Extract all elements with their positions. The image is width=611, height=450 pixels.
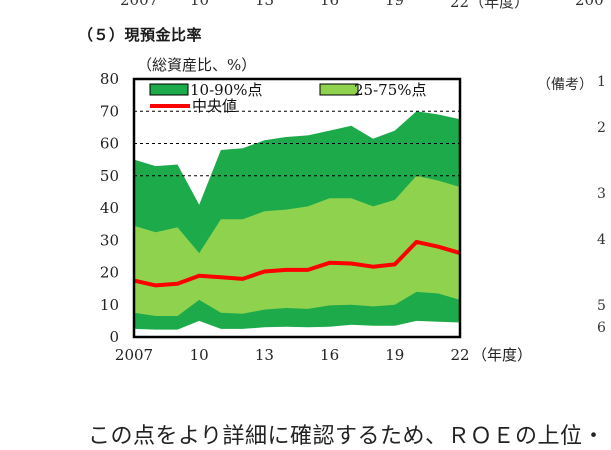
y-tick-label: 50: [100, 167, 119, 185]
y-tick-label: 10: [100, 296, 119, 314]
top-tick-label: 200: [575, 0, 604, 9]
body-text: この点をより詳細に確認するため、ＲＯＥの上位・: [88, 424, 606, 449]
gridlines-layer: [134, 110, 460, 177]
notes-label: （備考）: [537, 77, 593, 93]
note-number: 2: [597, 120, 606, 136]
legend-swatch-10-90: [149, 83, 189, 96]
plot-frame: [132, 77, 462, 339]
y-tick-label: 80: [100, 70, 119, 88]
top-tick-label: 22（年度）: [450, 0, 530, 11]
note-number: 4: [597, 232, 606, 248]
y-tick-label: 30: [100, 231, 119, 249]
x-tick-label: 22: [450, 346, 469, 364]
y-tick-label: 20: [100, 264, 119, 282]
legend-label-10-90: 10-90%点: [190, 81, 263, 99]
band-25-75: [134, 175, 460, 316]
note-number: 1: [597, 74, 606, 90]
x-tick-label: 2007: [115, 346, 153, 364]
median-line: [133, 239, 461, 288]
section-title: （５）現預金比率: [78, 26, 203, 44]
top-tick-label: 16: [320, 0, 340, 9]
note-number: 5: [597, 298, 606, 314]
top-tick-label: 19: [385, 0, 405, 9]
note-number: 3: [597, 186, 606, 202]
x-tick-label: 19: [385, 346, 404, 364]
y-tick-label: 40: [100, 199, 119, 217]
y-tick-label: 0: [109, 328, 119, 346]
bands-layer: [134, 111, 460, 330]
top-tick-label: 2007: [120, 0, 159, 9]
cropped-axis-strip: 2007 10 13 16 19 22（年度） 200: [0, 0, 611, 11]
x-tick-label: 13: [255, 346, 274, 364]
top-tick-label: 13: [255, 0, 275, 9]
y-axis: 0 10 20 30 40 50 60 70 80: [100, 70, 119, 346]
legend-swatch-25-75: [319, 83, 359, 96]
median-layer: [133, 239, 461, 288]
plot-frame-layer: [132, 77, 462, 339]
x-axis-unit-label: （年度）: [472, 346, 532, 364]
y-axis-unit-label: （総資産比、%）: [137, 56, 257, 74]
note-number: 6: [597, 320, 606, 336]
x-tick-label: 10: [190, 346, 209, 364]
legend-label-median: 中央値: [192, 97, 237, 115]
y-tick-label: 60: [100, 135, 119, 153]
legend-label-25-75: 25-75%点: [354, 81, 427, 99]
top-tick-label: 10: [190, 0, 210, 9]
y-tick-label: 70: [100, 102, 119, 120]
x-axis: 2007 10 13 16 19 22 （年度）: [115, 346, 532, 364]
x-tick-label: 16: [320, 346, 339, 364]
